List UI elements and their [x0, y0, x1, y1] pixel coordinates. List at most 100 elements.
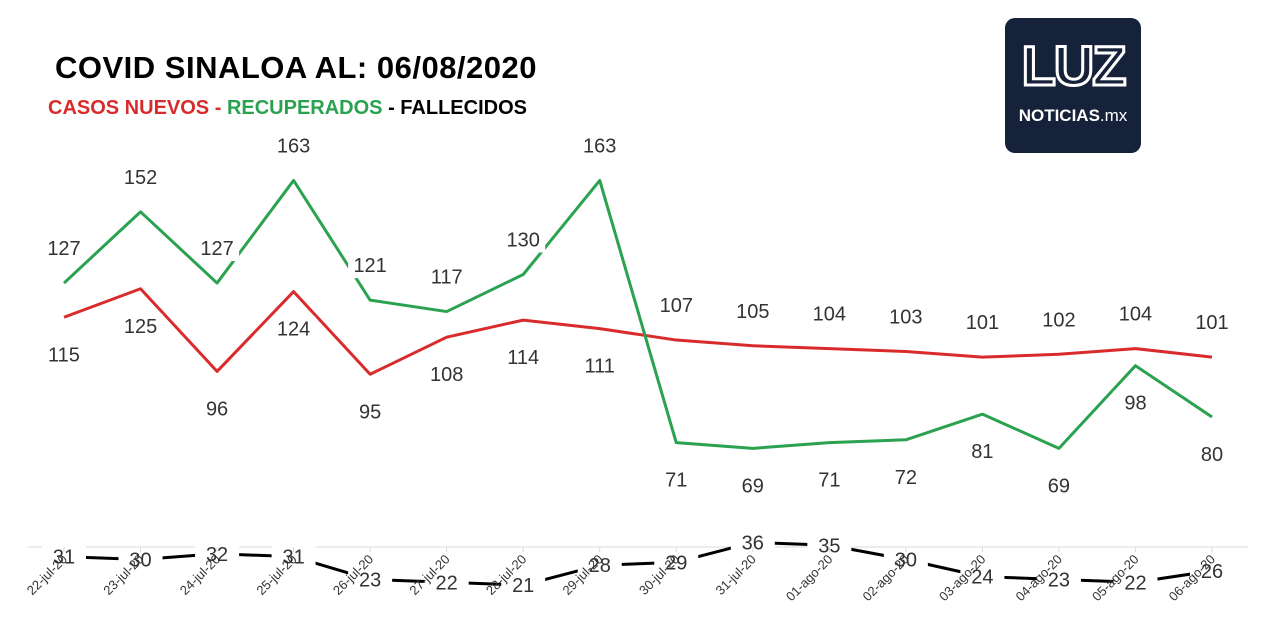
data-label-fallecidos: 26	[1201, 561, 1223, 583]
data-label-recuperados: 80	[1201, 444, 1223, 466]
data-label-background	[271, 316, 316, 342]
data-label-background	[577, 553, 622, 579]
legend-separator: -	[382, 97, 401, 119]
data-label-fallecidos: 28	[589, 555, 611, 577]
data-label-background	[195, 541, 240, 567]
data-label-recuperados: 163	[583, 135, 616, 157]
data-label-fallecidos: 24	[971, 567, 993, 589]
data-label-background	[1036, 307, 1081, 333]
legend: CASOS NUEVOS - RECUPERADOS - FALLECIDOS	[48, 97, 527, 120]
data-label-casos-nuevos: 105	[736, 301, 769, 323]
data-label-casos-nuevos: 104	[1119, 304, 1152, 326]
data-label-background	[883, 464, 928, 490]
data-label-background	[1036, 473, 1081, 499]
data-label-background	[1036, 567, 1081, 593]
data-label-background	[577, 133, 622, 159]
data-label-fallecidos: 23	[1048, 569, 1070, 591]
data-label-recuperados: 98	[1124, 393, 1146, 415]
data-label-background	[1113, 390, 1158, 416]
data-label-recuperados: 72	[895, 467, 917, 489]
data-label-fallecidos: 32	[206, 544, 228, 566]
data-label-fallecidos: 31	[282, 547, 304, 569]
data-label-background	[424, 362, 469, 388]
data-label-background	[348, 399, 393, 425]
data-label-background	[960, 439, 1005, 465]
data-label-recuperados: 163	[277, 135, 310, 157]
data-label-recuperados: 69	[742, 475, 764, 497]
data-label-background	[195, 396, 240, 422]
data-label-fallecidos: 23	[359, 569, 381, 591]
data-label-background	[348, 567, 393, 593]
data-label-background	[118, 164, 163, 190]
chart-title: COVID SINALOA AL: 06/08/2020	[55, 50, 538, 85]
data-label-casos-nuevos: 101	[966, 312, 999, 334]
data-label-casos-nuevos: 125	[124, 316, 157, 338]
data-label-recuperados: 71	[665, 470, 687, 492]
data-label-background	[501, 345, 546, 371]
legend-separator: -	[209, 97, 227, 119]
data-label-casos-nuevos: 115	[48, 344, 80, 366]
data-label-recuperados: 127	[47, 238, 80, 260]
data-label-background	[424, 570, 469, 596]
data-label-background	[1190, 558, 1234, 584]
data-label-fallecidos: 30	[129, 550, 151, 572]
data-label-fallecidos: 31	[53, 547, 75, 569]
legend-fallecidos: FALLECIDOS	[400, 97, 527, 119]
data-label-casos-nuevos: 103	[889, 306, 922, 328]
data-label-background	[654, 293, 699, 319]
data-label-recuperados: 69	[1048, 475, 1070, 497]
data-label-fallecidos: 22	[436, 572, 458, 594]
luz-noticias-logo: LUZ NOTICIAS.mx	[1005, 18, 1141, 153]
data-label-fallecidos: 36	[742, 532, 764, 554]
data-label-casos-nuevos: 108	[430, 364, 463, 386]
data-label-background	[1190, 442, 1234, 467]
data-label-background	[807, 301, 852, 327]
data-label-background	[424, 264, 469, 290]
legend-casos-nuevos: CASOS NUEVOS	[48, 97, 210, 119]
data-label-fallecidos: 22	[1124, 572, 1146, 594]
data-label-background	[807, 467, 852, 493]
data-label-background	[960, 310, 1005, 336]
data-label-fallecidos: 30	[895, 550, 917, 572]
data-label-casos-nuevos: 101	[1195, 312, 1228, 334]
x-tick-label: 01-ago-20	[783, 552, 836, 605]
data-label-casos-nuevos: 124	[277, 319, 310, 341]
data-label-recuperados: 117	[431, 267, 463, 289]
series-line-casos-nuevos	[63, 287, 1213, 376]
data-label-fallecidos: 21	[512, 575, 534, 597]
data-label-recuperados: 81	[971, 441, 993, 463]
data-label-recuperados: 127	[200, 238, 233, 260]
data-label-background	[271, 133, 316, 159]
data-label-casos-nuevos: 111	[585, 356, 615, 378]
data-label-background	[42, 236, 86, 262]
data-label-background	[654, 467, 699, 493]
data-label-background	[195, 236, 240, 262]
data-label-casos-nuevos: 102	[1042, 309, 1075, 331]
data-label-background	[348, 253, 393, 279]
data-label-background	[807, 533, 852, 559]
data-label-background	[42, 342, 86, 368]
data-label-casos-nuevos: 95	[359, 401, 381, 423]
data-label-fallecidos: 29	[665, 552, 687, 574]
series-line-recuperados	[62, 178, 1213, 450]
data-label-background	[1113, 570, 1158, 596]
data-label-casos-nuevos: 96	[206, 398, 228, 420]
x-tick-label: 31-jul-20	[713, 552, 759, 598]
data-label-background	[118, 313, 163, 339]
data-label-background	[1113, 301, 1158, 327]
data-label-background	[883, 304, 928, 330]
data-label-background	[1190, 310, 1234, 336]
data-label-background	[577, 353, 622, 379]
data-label-background	[654, 550, 699, 576]
data-label-recuperados: 130	[507, 230, 540, 252]
data-label-recuperados: 121	[353, 255, 386, 277]
logo-name: NOTICIAS	[1018, 106, 1100, 125]
series-line-fallecidos	[63, 540, 1213, 587]
data-label-background	[730, 473, 775, 499]
data-label-casos-nuevos: 114	[507, 347, 539, 369]
logo-tld: .mx	[1099, 106, 1128, 125]
data-label-background	[730, 298, 775, 324]
data-label-fallecidos: 35	[818, 535, 840, 557]
